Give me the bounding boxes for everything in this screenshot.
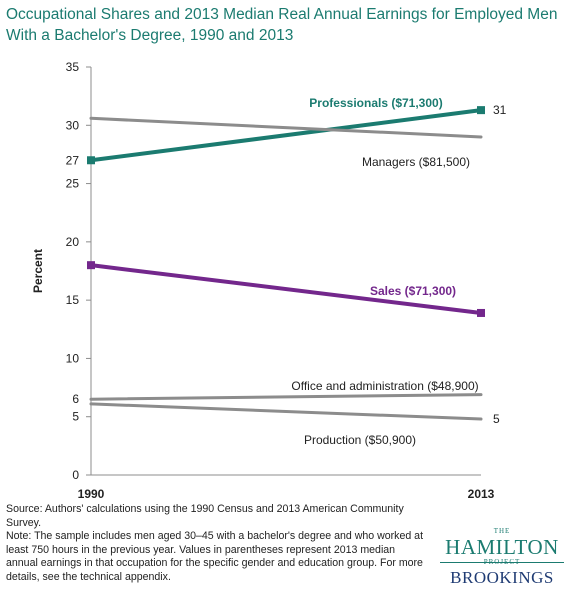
series-line — [89, 108, 483, 163]
series-label: Production ($50,900) — [304, 433, 416, 447]
logo-hamilton: HAMILTON — [445, 535, 559, 559]
data-label: 6 — [72, 392, 79, 406]
chart-footer: Source: Authors' calculations using the … — [6, 503, 426, 585]
data-label: 27 — [66, 153, 80, 167]
series-marker — [87, 261, 95, 270]
y-tick-label: 0 — [72, 468, 79, 482]
y-tick-label: 15 — [66, 293, 80, 307]
series-label: Managers ($81,500) — [362, 155, 470, 169]
series-label: Sales ($71,300) — [370, 284, 456, 298]
series-line — [89, 402, 483, 421]
series-line — [89, 116, 483, 139]
series-marker — [87, 156, 95, 165]
chart-title: Occupational Shares and 2013 Median Real… — [6, 6, 558, 44]
series-label: Professionals ($71,300) — [309, 96, 442, 110]
data-label: 31 — [493, 103, 507, 117]
x-tick-label: 1990 — [78, 487, 105, 500]
logo-the: THE — [493, 527, 511, 535]
y-tick-label: 25 — [66, 177, 80, 191]
hamilton-brookings-logo: THE HAMILTON PROJECT BROOKINGS — [432, 527, 572, 593]
data-label: 5 — [493, 412, 500, 426]
y-tick-label: 20 — [66, 235, 80, 249]
series-marker — [477, 308, 485, 317]
series-line — [89, 263, 483, 315]
series-label: Office and administration ($48,900) — [291, 379, 478, 393]
logo-brookings: BROOKINGS — [450, 568, 554, 587]
series-line — [89, 393, 483, 401]
logo-project: PROJECT — [483, 558, 521, 566]
y-axis-title: Percent — [31, 249, 45, 293]
y-tick-label: 5 — [72, 410, 79, 424]
methodology-note: Note: The sample includes men aged 30–45… — [6, 530, 424, 583]
x-tick-label: 2013 — [468, 487, 495, 500]
line-chart: 0 5 10 15 20 25 30 35 1990 2013 Percent Professiona… — [31, 60, 507, 500]
y-tick-label: 30 — [66, 118, 80, 132]
y-tick-label: 10 — [66, 351, 80, 365]
logo-rule — [440, 562, 564, 563]
series-marker — [477, 106, 485, 115]
source-note: Source: Authors' calculations using the … — [6, 503, 404, 529]
y-tick-label: 35 — [66, 60, 80, 74]
